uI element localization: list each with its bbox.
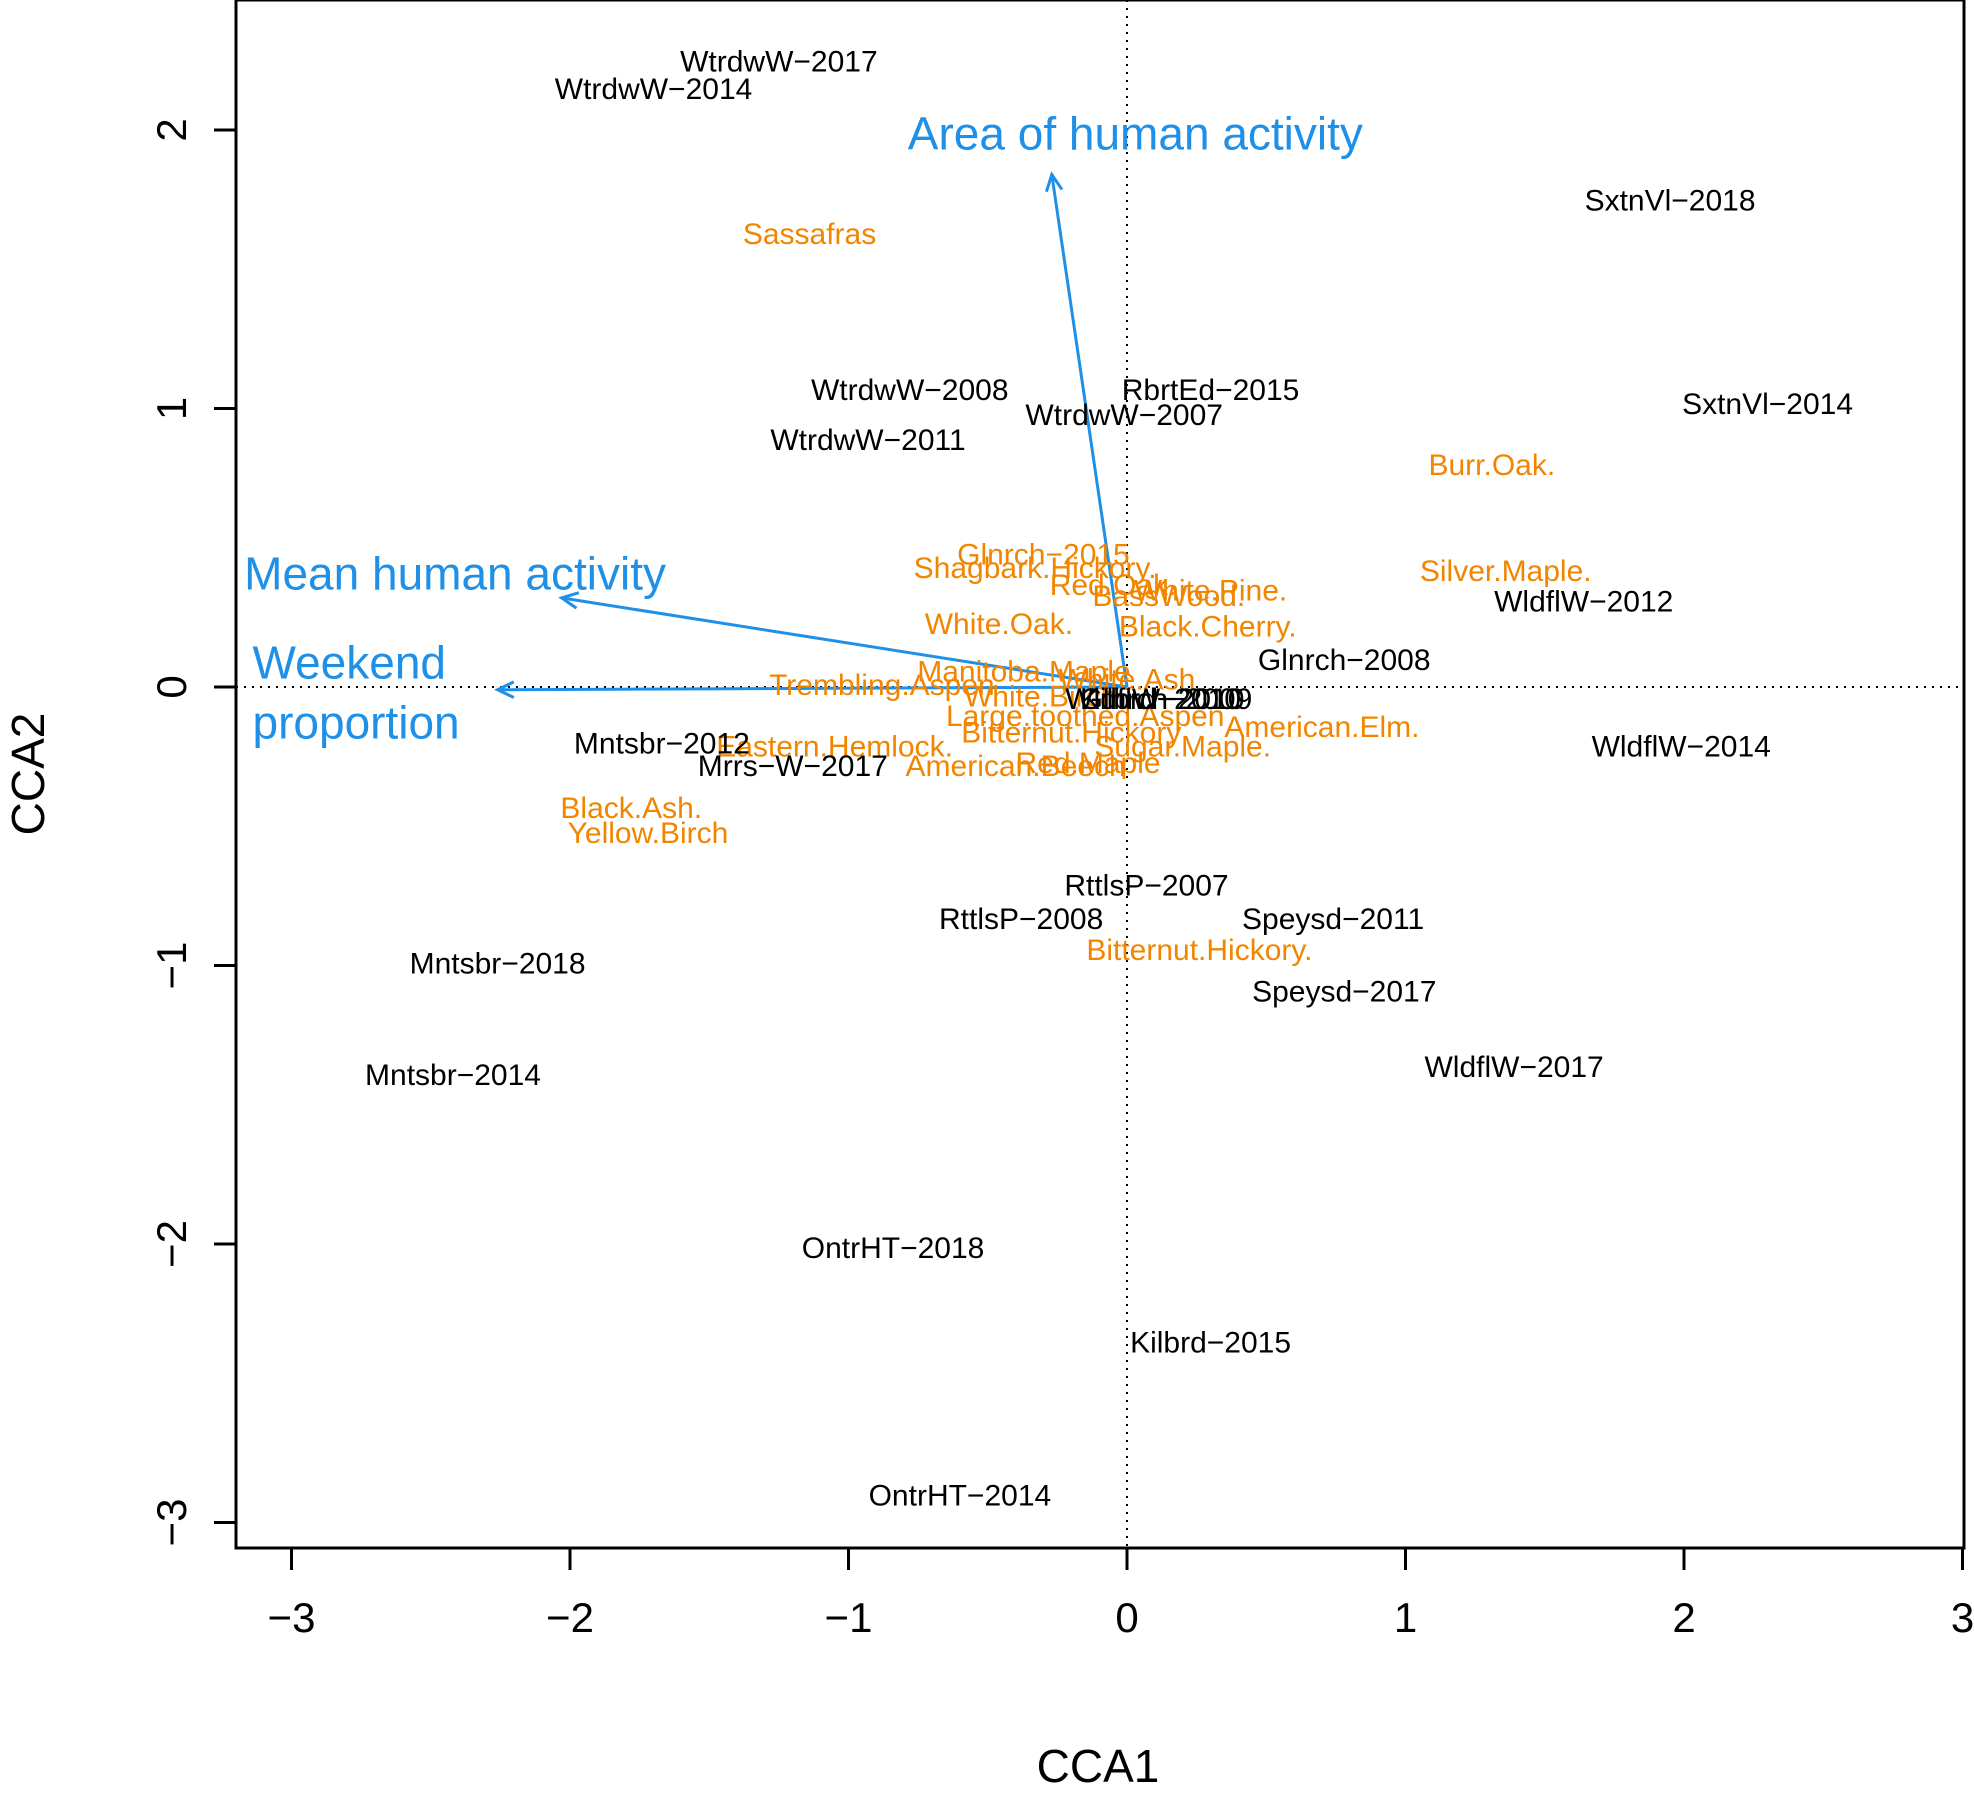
y-axis-title: CCA2 <box>2 713 54 836</box>
species-label: Glnrch−2015 <box>957 538 1130 571</box>
y-tick-label: 1 <box>148 397 195 420</box>
species-label: Yellow.Birch <box>568 817 729 850</box>
species-scores: Sassafras Burr.Oak. Glnrch−2015Shagbark.Hi… <box>560 218 1591 967</box>
species-label: Silver.Maple. <box>1420 555 1592 588</box>
vector-label-area-of-human-activity: Area of human activity <box>908 107 1363 159</box>
x-axis-title: CCA1 <box>1037 1740 1160 1792</box>
site-label: OntrHT−2014 <box>869 1480 1052 1513</box>
species-label: Shagbark.Hickory. <box>914 552 1157 585</box>
species-label: White.Pine. <box>1134 575 1287 608</box>
site-label: WldflW−2010 <box>1065 683 1244 716</box>
site-label: Speysd−2017 <box>1252 976 1436 1009</box>
vector-label-mean-human-activity: Mean human activity <box>244 548 666 600</box>
species-label: White.Birch <box>964 680 1117 713</box>
species-label: Large.toothed.Aspen <box>946 700 1225 733</box>
vector-arrow <box>494 680 1128 699</box>
species-label: Eastern.Hemlock. <box>716 730 953 763</box>
x-tick-label: 0 <box>1115 1594 1138 1641</box>
y-tick-label: −1 <box>148 942 195 990</box>
species-label: Black.Ash. <box>560 792 702 825</box>
site-label: Mntsbr−2014 <box>365 1059 541 1092</box>
x-tick-label: −1 <box>825 1594 873 1641</box>
site-label: Glnrch−2009 <box>1080 683 1253 716</box>
site-label: RbrtEd−2015 <box>1122 374 1300 407</box>
y-tick-label: −3 <box>148 1499 195 1547</box>
site-label: WtrdwW−2017 <box>680 45 878 78</box>
species-label: White.Ash <box>1059 664 1196 697</box>
species-label: BassWood. <box>1092 580 1245 613</box>
site-label: Mrrs−W−2017 <box>698 750 888 783</box>
site-label: Mntsbr−2018 <box>410 948 586 981</box>
vector-arrow <box>1045 171 1129 688</box>
x-tick-label: 1 <box>1394 1594 1417 1641</box>
site-label: Mntsbr−2012 <box>574 728 750 761</box>
vector-arrow <box>558 591 1128 689</box>
site-label: RttlsP−2007 <box>1064 870 1228 903</box>
site-label: WtrdwW−2014 <box>555 73 753 106</box>
y-tick-label: −2 <box>148 1220 195 1268</box>
site-label: Kilbrd−2015 <box>1130 1326 1291 1359</box>
species-label: Sassafras <box>743 218 876 251</box>
site-label: RttlsP−2008 <box>939 903 1103 936</box>
species-label: Red.Oak. <box>1050 569 1177 602</box>
site-label: Speysd−2011 <box>1242 903 1424 936</box>
site-label: Glnrch−2008 <box>1258 644 1431 677</box>
vector-label-weekend-proportion: Weekend proportion <box>253 637 460 749</box>
y-axis: −3 −2 −1 0 1 2 <box>148 118 236 1546</box>
species-label: Trembling.Aspen <box>769 669 995 702</box>
species-label: American.Beech <box>906 750 1126 783</box>
species-label: Burr.Oak. <box>1428 449 1555 482</box>
x-tick-label: 3 <box>1951 1594 1974 1641</box>
site-label: Kilbrd−2010 <box>1080 683 1241 716</box>
y-tick-label: 0 <box>148 675 195 698</box>
species-label: White.Oak. <box>925 608 1073 641</box>
site-label: OntrHT−2018 <box>802 1232 985 1265</box>
site-label: WtrdwW−2008 <box>811 374 1009 407</box>
y-tick-label: 2 <box>148 118 195 141</box>
x-tick-label: −3 <box>268 1594 316 1641</box>
x-tick-label: 2 <box>1672 1594 1695 1641</box>
x-tick-label: −2 <box>546 1594 594 1641</box>
site-label: WldflW−2017 <box>1424 1051 1603 1084</box>
species-label: Red.Maple <box>1015 747 1160 780</box>
site-label: WtrdwW−2007 <box>1025 399 1223 432</box>
species-label: Bitternut.Hickory <box>961 717 1181 750</box>
species-label: Bitternut.Hickory. <box>1086 934 1312 967</box>
vector-labels: Area of human activity Mean human activit… <box>244 107 1363 748</box>
species-label: Sugar.Maple. <box>1094 730 1271 763</box>
site-label: SxtnVl−2018 <box>1585 185 1756 218</box>
site-label: WldflW−2014 <box>1592 730 1771 763</box>
site-label: WtrdwW−2011 <box>770 424 965 457</box>
species-label: Manitoba.Maple <box>917 655 1130 688</box>
environmental-vectors <box>494 171 1129 699</box>
species-label: American.Elm. <box>1224 711 1419 744</box>
species-label: Black.Cherry. <box>1119 611 1297 644</box>
site-label: WldflW−2012 <box>1494 586 1673 619</box>
site-label: SxtnVl−2014 <box>1682 388 1853 421</box>
x-axis: −3 −2 −1 0 1 2 3 <box>268 1546 1974 1641</box>
